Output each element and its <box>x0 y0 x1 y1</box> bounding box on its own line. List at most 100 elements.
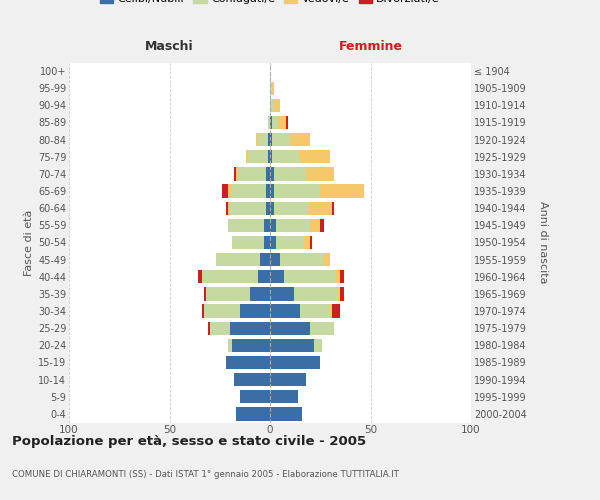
Bar <box>230 322 270 335</box>
Bar <box>232 338 270 352</box>
Bar <box>272 133 290 146</box>
Bar <box>306 167 334 180</box>
Bar <box>216 253 260 266</box>
Bar <box>266 184 270 198</box>
Text: Popolazione per età, sesso e stato civile - 2005: Popolazione per età, sesso e stato civil… <box>12 435 366 448</box>
Bar <box>276 236 304 249</box>
Bar <box>258 133 268 146</box>
Bar <box>240 304 270 318</box>
Bar <box>228 218 264 232</box>
Bar <box>290 133 310 146</box>
Bar <box>274 184 320 198</box>
Text: Femmine: Femmine <box>338 40 403 52</box>
Bar <box>270 98 274 112</box>
Bar <box>338 287 340 300</box>
Bar <box>230 202 266 215</box>
Bar <box>272 82 274 95</box>
Bar <box>270 356 320 369</box>
Bar <box>270 116 272 129</box>
Bar <box>228 202 230 215</box>
Bar <box>203 287 206 300</box>
Bar <box>304 236 310 249</box>
Bar <box>236 167 238 180</box>
Bar <box>286 116 288 129</box>
Text: COMUNE DI CHIARAMONTI (SS) - Dati ISTAT 1° gennaio 2005 - Elaborazione TUTTITALI: COMUNE DI CHIARAMONTI (SS) - Dati ISTAT … <box>12 470 399 479</box>
Bar <box>246 150 248 164</box>
Bar <box>270 407 302 420</box>
Bar <box>222 184 228 198</box>
Bar <box>258 270 270 283</box>
Bar <box>272 150 300 164</box>
Bar <box>270 373 306 386</box>
Bar <box>331 304 332 318</box>
Y-axis label: Anni di nascita: Anni di nascita <box>538 201 548 284</box>
Bar <box>270 390 298 404</box>
Bar <box>270 270 284 283</box>
Bar <box>320 184 364 198</box>
Bar <box>340 270 344 283</box>
Bar <box>268 116 270 129</box>
Bar <box>240 390 270 404</box>
Bar <box>228 184 232 198</box>
Bar <box>232 184 266 198</box>
Bar <box>236 407 270 420</box>
Bar <box>232 236 264 249</box>
Bar <box>270 82 272 95</box>
Bar <box>266 202 270 215</box>
Bar <box>238 167 266 180</box>
Bar <box>208 322 210 335</box>
Bar <box>270 338 314 352</box>
Bar <box>340 287 344 300</box>
Bar <box>280 253 324 266</box>
Bar <box>320 218 324 232</box>
Bar <box>300 150 330 164</box>
Bar <box>266 167 270 180</box>
Bar <box>270 236 276 249</box>
Bar <box>270 184 274 198</box>
Legend: Celibi/Nubili, Coniugati/e, Vedovi/e, Divorziati/e: Celibi/Nubili, Coniugati/e, Vedovi/e, Di… <box>95 0 445 8</box>
Bar <box>248 150 268 164</box>
Bar <box>308 202 332 215</box>
Bar <box>270 150 272 164</box>
Bar <box>264 218 270 232</box>
Bar <box>324 253 330 266</box>
Bar <box>234 373 270 386</box>
Bar <box>270 304 300 318</box>
Bar <box>210 322 230 335</box>
Bar <box>274 202 308 215</box>
Bar <box>256 133 258 146</box>
Bar <box>202 270 258 283</box>
Bar <box>276 218 310 232</box>
Bar <box>226 356 270 369</box>
Bar <box>270 253 280 266</box>
Bar <box>226 202 228 215</box>
Bar <box>203 304 240 318</box>
Y-axis label: Fasce di età: Fasce di età <box>23 210 34 276</box>
Bar <box>206 287 250 300</box>
Bar <box>268 133 270 146</box>
Bar <box>260 253 270 266</box>
Bar <box>274 98 280 112</box>
Bar <box>270 322 310 335</box>
Bar <box>270 218 276 232</box>
Bar <box>332 202 334 215</box>
Bar <box>270 287 294 300</box>
Bar <box>314 338 322 352</box>
Bar <box>202 304 203 318</box>
Bar <box>234 167 236 180</box>
Bar <box>284 270 337 283</box>
Bar <box>270 133 272 146</box>
Text: Maschi: Maschi <box>145 40 194 52</box>
Bar <box>264 236 270 249</box>
Bar <box>294 287 338 300</box>
Bar <box>270 202 274 215</box>
Bar <box>270 167 274 180</box>
Bar <box>272 116 278 129</box>
Bar <box>310 236 312 249</box>
Bar <box>278 116 286 129</box>
Bar <box>310 322 334 335</box>
Bar <box>250 287 270 300</box>
Bar <box>332 304 340 318</box>
Bar <box>197 270 202 283</box>
Bar <box>310 218 320 232</box>
